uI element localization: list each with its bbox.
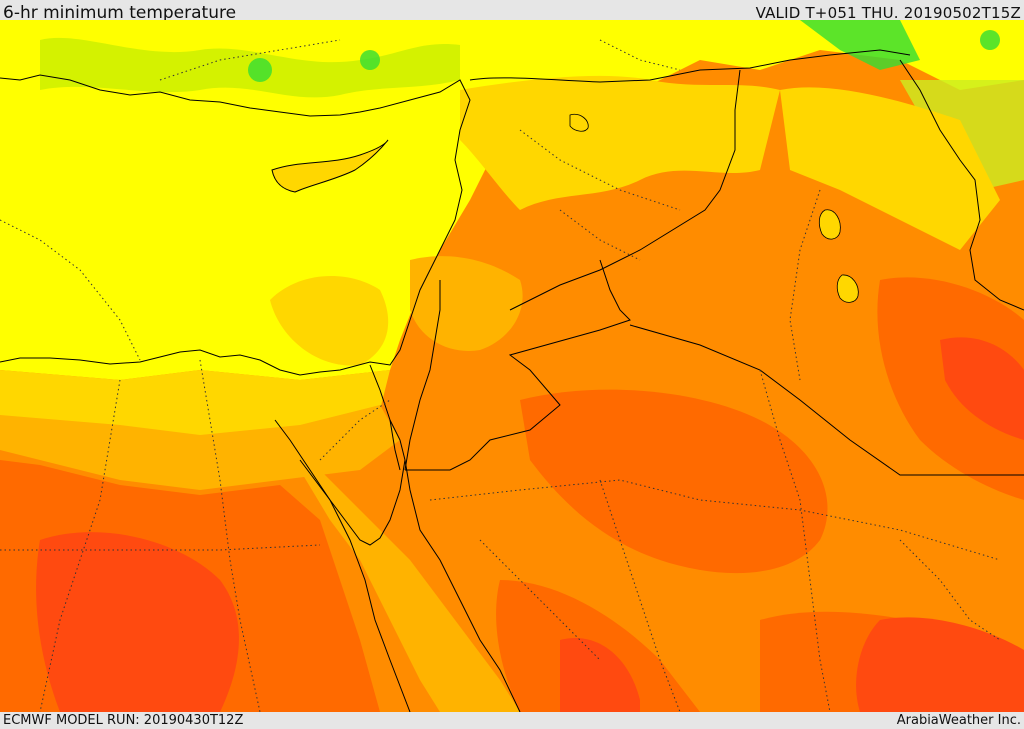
border-iraq-iran — [899, 59, 1024, 311]
coastline-med — [0, 74, 471, 376]
map-title: 6-hr minimum temperature — [3, 3, 237, 23]
header-bar — [0, 0, 1024, 20]
field-red-2 — [940, 337, 1024, 440]
border-syria-turkey — [469, 49, 911, 83]
field-yellow-orange-4 — [0, 370, 390, 440]
border-israel-jordan — [404, 280, 441, 471]
field-yellow-orange-2 — [460, 75, 780, 210]
border-jordan-iraq-saudi — [405, 259, 631, 471]
field-green-6 — [980, 30, 1000, 50]
credit: ArabiaWeather Inc. — [896, 713, 1021, 728]
lake-3 — [569, 113, 589, 132]
field-green-5 — [360, 50, 380, 70]
field-dark-orange-2 — [520, 389, 828, 574]
border-syria-iraq — [509, 69, 741, 311]
internal-boundaries — [0, 39, 1001, 712]
model-run: ECMWF MODEL RUN: 20190430T12Z — [3, 713, 244, 728]
field-green-4 — [248, 58, 272, 82]
coastline-redsea-west — [299, 459, 411, 712]
red-sea — [280, 440, 520, 712]
field-yellow-orange-1 — [270, 276, 389, 366]
field-red-3 — [856, 617, 1024, 712]
field-green-2 — [800, 20, 920, 70]
field-red-4 — [560, 638, 640, 712]
coastline-redsea-east — [404, 459, 521, 712]
lake-2 — [836, 274, 859, 303]
field-light-orange-2 — [410, 256, 523, 351]
border-iraq-saudi — [629, 324, 1024, 476]
cyprus-outline — [271, 139, 389, 193]
field-red-1 — [36, 532, 239, 712]
temperature-map[interactable] — [0, 20, 1024, 712]
lake-1 — [818, 209, 841, 240]
border-egypt-israel — [369, 364, 401, 471]
footer-bar — [0, 712, 1024, 729]
field-yellow-orange-3 — [780, 87, 1000, 250]
field-yellow-north — [0, 20, 1024, 380]
valid-time: VALID T+051 THU. 20190502T15Z — [755, 4, 1021, 22]
